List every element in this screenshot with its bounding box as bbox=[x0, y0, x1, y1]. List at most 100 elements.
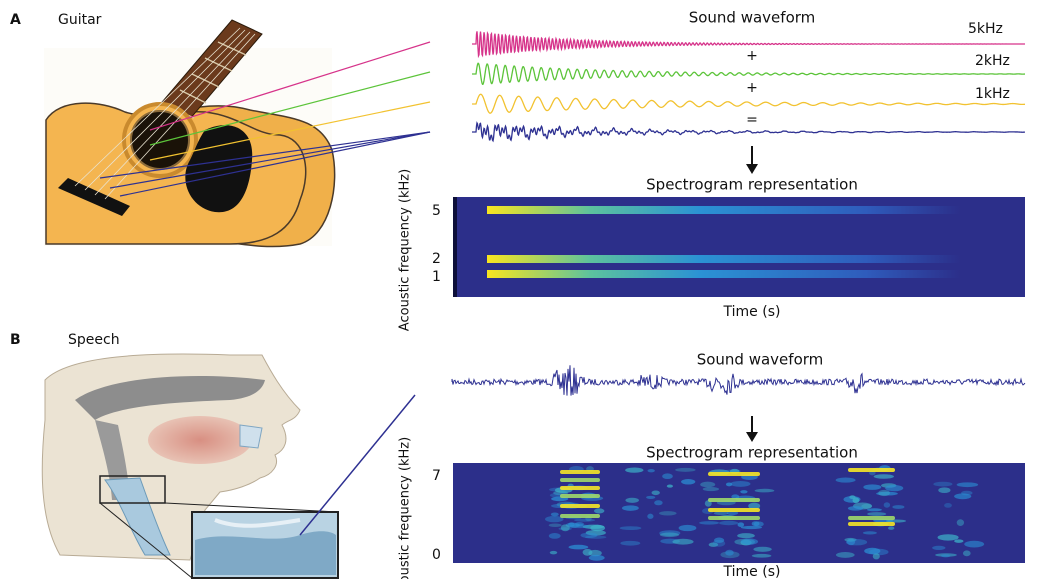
energy bbox=[940, 554, 951, 558]
spectrogram bbox=[453, 463, 1025, 563]
energy bbox=[962, 550, 971, 557]
energy bbox=[550, 512, 559, 517]
spectrogram-title: Spectrogram representation bbox=[646, 176, 858, 194]
energy bbox=[651, 490, 660, 496]
energy bbox=[740, 490, 748, 494]
energy bbox=[593, 508, 605, 514]
energy bbox=[852, 497, 860, 504]
energy bbox=[659, 530, 681, 536]
guitar-illustration bbox=[44, 19, 431, 248]
energy bbox=[620, 540, 641, 546]
connector-line bbox=[149, 41, 431, 131]
energy bbox=[954, 539, 964, 543]
energy bbox=[708, 542, 719, 547]
energy bbox=[625, 467, 644, 473]
energy bbox=[548, 523, 562, 527]
energy bbox=[956, 519, 965, 526]
connector-line bbox=[109, 131, 431, 189]
spectrogram-band bbox=[487, 206, 960, 214]
guitar-strings bbox=[74, 27, 256, 200]
operator: + bbox=[746, 80, 758, 96]
y-tick-label: 1 bbox=[432, 269, 441, 285]
wave-label: 1kHz bbox=[975, 86, 1010, 102]
connector-line bbox=[149, 71, 431, 146]
energy bbox=[892, 505, 905, 509]
energy bbox=[580, 532, 598, 539]
energy bbox=[718, 520, 739, 526]
energy bbox=[737, 522, 745, 528]
formant bbox=[560, 504, 600, 508]
spectrogram-band bbox=[487, 270, 960, 278]
energy bbox=[582, 548, 593, 556]
energy bbox=[622, 505, 639, 511]
energy bbox=[575, 523, 584, 527]
waveform-title: Sound waveform bbox=[689, 9, 816, 27]
inset-highlight bbox=[214, 518, 301, 528]
energy bbox=[672, 538, 694, 545]
energy bbox=[885, 484, 904, 492]
spectrogram-edge bbox=[453, 197, 457, 297]
energy bbox=[753, 546, 772, 552]
formant bbox=[708, 498, 760, 502]
energy bbox=[548, 533, 561, 539]
speech-spectrogram-energy bbox=[545, 465, 985, 561]
energy bbox=[678, 524, 697, 532]
energy bbox=[944, 503, 952, 508]
energy bbox=[681, 479, 696, 485]
energy bbox=[647, 513, 654, 519]
waveform-title: Sound waveform bbox=[697, 351, 824, 369]
waveform bbox=[472, 93, 1026, 114]
energy bbox=[751, 553, 772, 558]
energy bbox=[863, 484, 882, 490]
energy bbox=[574, 518, 596, 522]
energy bbox=[933, 481, 953, 487]
energy bbox=[835, 551, 855, 558]
wave-label: 5kHz bbox=[968, 21, 1003, 37]
energy bbox=[619, 526, 642, 531]
panel-title: Speech bbox=[68, 332, 120, 348]
energy bbox=[549, 493, 562, 498]
zoom-line bbox=[99, 502, 193, 579]
energy bbox=[845, 538, 868, 546]
energy bbox=[713, 511, 729, 515]
teeth bbox=[239, 424, 263, 449]
x-axis-label: Time (s) bbox=[723, 304, 781, 320]
energy bbox=[700, 481, 716, 488]
energy bbox=[883, 502, 891, 508]
energy bbox=[585, 535, 607, 539]
energy bbox=[938, 487, 951, 494]
y-tick-label: 0 bbox=[432, 547, 441, 563]
energy bbox=[885, 519, 907, 523]
energy bbox=[560, 524, 570, 532]
energy bbox=[754, 488, 775, 493]
y-tick-label: 2 bbox=[432, 251, 441, 267]
y-tick-label: 5 bbox=[432, 203, 441, 219]
formant bbox=[848, 468, 895, 472]
y-axis-label: Acoustic frequency (kHz) bbox=[398, 437, 413, 579]
zoom-line bbox=[164, 502, 339, 513]
waveform bbox=[472, 31, 1026, 59]
head-illustration bbox=[41, 353, 416, 579]
energy bbox=[590, 524, 606, 532]
energy bbox=[876, 491, 898, 496]
tongue bbox=[148, 416, 252, 464]
operator: + bbox=[746, 48, 758, 64]
connector-line bbox=[149, 101, 431, 161]
energy bbox=[675, 467, 696, 472]
operator: = bbox=[746, 112, 758, 128]
energy bbox=[569, 524, 590, 529]
formant bbox=[560, 494, 600, 498]
wave-label: 2kHz bbox=[975, 53, 1010, 69]
energy bbox=[725, 482, 733, 487]
connector-line bbox=[119, 131, 431, 197]
formant bbox=[848, 522, 895, 526]
energy bbox=[730, 480, 751, 487]
spectrogram-band bbox=[487, 255, 960, 263]
energy bbox=[646, 495, 656, 499]
x-axis-label: Time (s) bbox=[723, 564, 781, 579]
energy bbox=[585, 529, 606, 536]
energy bbox=[659, 532, 680, 538]
energy bbox=[861, 503, 873, 509]
energy bbox=[545, 515, 564, 523]
